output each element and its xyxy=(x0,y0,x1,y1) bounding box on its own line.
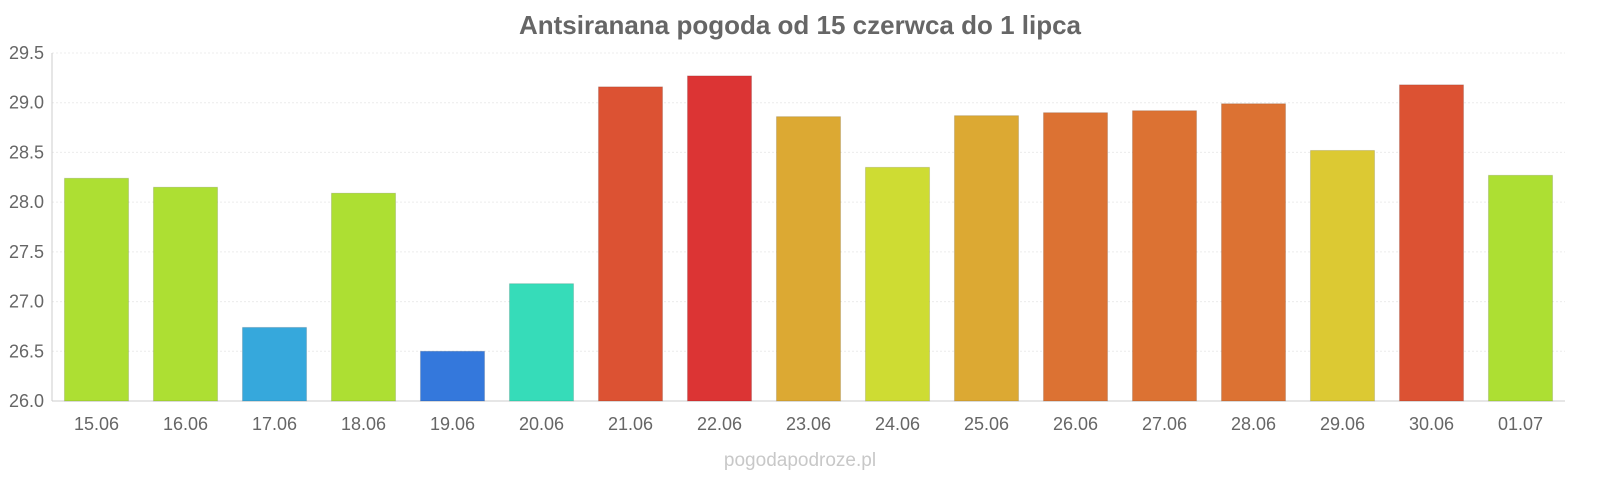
x-tick-label: 25.06 xyxy=(964,414,1009,434)
y-tick-label: 29.0 xyxy=(9,93,44,113)
x-tick-label: 22.06 xyxy=(697,414,742,434)
y-tick-label: 27.0 xyxy=(9,292,44,312)
bar-21.06[interactable] xyxy=(597,86,664,402)
y-tick-label: 26.0 xyxy=(9,391,44,411)
bar-18.06[interactable] xyxy=(330,192,397,402)
bar-27.06[interactable] xyxy=(1131,110,1198,402)
y-tick-label: 27.5 xyxy=(9,242,44,262)
bar-24.06[interactable] xyxy=(864,166,931,402)
bar-17.06[interactable] xyxy=(241,326,308,402)
bar-01.07[interactable] xyxy=(1487,174,1554,402)
bar-19.06[interactable] xyxy=(419,350,486,402)
bars xyxy=(63,75,1554,402)
x-tick-label: 18.06 xyxy=(341,414,386,434)
x-tick-label: 01.07 xyxy=(1498,414,1543,434)
x-tick-label: 24.06 xyxy=(875,414,920,434)
bar-29.06[interactable] xyxy=(1309,149,1376,402)
x-tick-label: 16.06 xyxy=(163,414,208,434)
bar-25.06[interactable] xyxy=(953,115,1020,402)
x-tick-label: 30.06 xyxy=(1409,414,1454,434)
x-tick-labels: 15.06 16.06 17.06 18.06 19.06 20.06 21.06 22.06… xyxy=(74,414,1543,434)
bar-15.06[interactable] xyxy=(63,177,130,402)
x-tick-label: 26.06 xyxy=(1053,414,1098,434)
x-tick-label: 29.06 xyxy=(1320,414,1365,434)
x-tick-label: 15.06 xyxy=(74,414,119,434)
x-tick-label: 27.06 xyxy=(1142,414,1187,434)
y-tick-label: 28.0 xyxy=(9,192,44,212)
bar-23.06[interactable] xyxy=(775,116,842,402)
source-watermark: pogodapodroze.pl xyxy=(723,450,877,471)
bar-28.06[interactable] xyxy=(1220,103,1287,402)
x-tick-label: 21.06 xyxy=(608,414,653,434)
bar-22.06[interactable] xyxy=(686,75,753,402)
bar-26.06[interactable] xyxy=(1042,112,1109,402)
bar-20.06[interactable] xyxy=(508,283,575,402)
y-tick-label: 29.5 xyxy=(9,43,44,63)
x-tick-label: 23.06 xyxy=(786,414,831,434)
x-tick-label: 17.06 xyxy=(252,414,297,434)
bar-30.06[interactable] xyxy=(1398,84,1465,402)
y-tick-label: 26.5 xyxy=(9,341,44,361)
y-tick-label: 28.5 xyxy=(9,142,44,162)
bar-16.06[interactable] xyxy=(152,186,219,402)
x-tick-label: 20.06 xyxy=(519,414,564,434)
chart-title: Antsiranana pogoda od 15 czerwca do 1 li… xyxy=(518,10,1082,40)
y-tick-labels: 26.0 26.5 27.0 27.5 28.0 28.5 29.0 29.5 xyxy=(9,43,44,411)
x-tick-label: 19.06 xyxy=(430,414,475,434)
x-tick-label: 28.06 xyxy=(1231,414,1276,434)
